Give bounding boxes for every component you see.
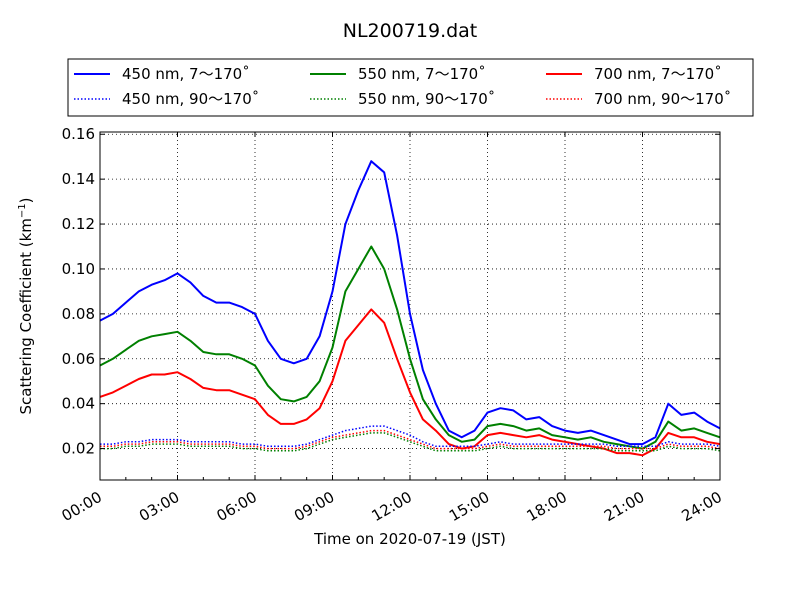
y-axis-label: Scattering Coefficient (km−1) (17, 197, 35, 414)
x-axis-label: Time on 2020-07-19 (JST) (313, 530, 506, 548)
plot-area (100, 132, 720, 480)
series-line-2 (99, 245, 721, 450)
series-group (99, 160, 721, 457)
y-tick-label: 0.06 (62, 350, 95, 368)
y-axis-label-tail: ) (17, 197, 35, 203)
y-tick-label: 0.14 (62, 170, 95, 188)
series-line-1 (99, 160, 721, 446)
legend-label: 450 nm, 7～170˚ (122, 65, 250, 83)
series-line-3 (99, 308, 721, 457)
y-tick-label: 0.02 (62, 440, 95, 458)
y-tick-label: 0.08 (62, 305, 95, 323)
y-tick-label: 0.16 (62, 125, 95, 143)
legend: 450 nm, 7～170˚ 550 nm, 7～170˚ 700 nm, 7～17… (67, 58, 754, 117)
grid (100, 132, 720, 480)
legend-entries: 450 nm, 7～170˚ 550 nm, 7～170˚ 700 nm, 7～17… (74, 65, 731, 108)
y-tick-label: 0.10 (62, 260, 95, 278)
legend-frame (67, 58, 754, 117)
legend-label: 700 nm, 90～170˚ (594, 90, 731, 108)
y-axis-label-sup: −1 (17, 203, 28, 218)
legend-label: 450 nm, 90～170˚ (122, 90, 259, 108)
series-line-4 (100, 425, 721, 448)
legend-label: 700 nm, 7～170˚ (594, 65, 722, 83)
y-tick-label: 0.04 (62, 395, 95, 413)
y-tick-label: 0.12 (62, 215, 95, 233)
y-axis-label-main: Scattering Coefficient (km (17, 218, 35, 414)
chart-title: NL200719.dat (343, 20, 478, 42)
legend-label: 550 nm, 7～170˚ (358, 65, 486, 83)
legend-label: 550 nm, 90～170˚ (358, 90, 495, 108)
